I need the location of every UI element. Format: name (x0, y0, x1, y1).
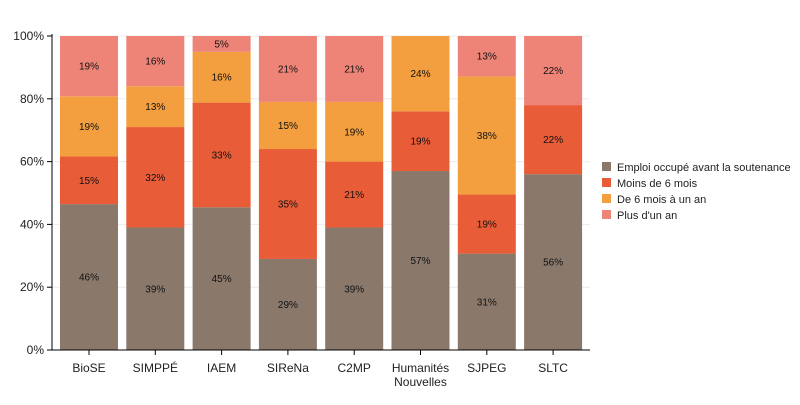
data-label: 46% (79, 273, 99, 284)
data-label: 16% (145, 57, 165, 68)
data-label: 38% (477, 131, 497, 142)
bar-segment (192, 36, 251, 52)
x-tick-label: IAEM (207, 361, 236, 375)
data-label: 19% (477, 220, 497, 231)
bar-segment (126, 36, 185, 87)
bar-segment (524, 36, 583, 106)
data-label: 13% (145, 102, 165, 113)
data-label: 5% (214, 39, 229, 50)
bar-segment (192, 207, 251, 350)
data-label: 32% (145, 173, 165, 184)
legend-swatch (602, 162, 611, 171)
bar-segment (258, 101, 317, 150)
legend-swatch (602, 194, 611, 203)
bar-segment (457, 253, 516, 350)
data-label: 21% (344, 64, 364, 75)
bar-segment (524, 174, 583, 350)
legend-label: Moins de 6 mois (617, 178, 698, 190)
data-label: 57% (410, 256, 430, 267)
x-tick-label: SLTC (538, 361, 568, 375)
data-label: 19% (79, 122, 99, 133)
bar-segment (126, 127, 185, 228)
bar-segment (457, 36, 516, 77)
bar-segment (325, 101, 384, 162)
y-tick-label: 0% (27, 343, 45, 357)
bar-segment (325, 36, 384, 102)
legend-label: Emploi occupé avant la soutenance (617, 162, 791, 174)
data-label: 22% (543, 66, 563, 77)
legend-label: Plus d'un an (617, 210, 677, 222)
bar-segment (192, 102, 251, 208)
bar-segment (258, 258, 317, 350)
data-label: 22% (543, 135, 563, 146)
bar-segment (258, 149, 317, 259)
bar-segment (60, 204, 118, 350)
bar-segment (258, 36, 317, 102)
data-label: 45% (212, 274, 232, 285)
bar-segment (325, 161, 384, 228)
x-tick-label: SIMPPÉ (133, 360, 178, 375)
data-label: 33% (212, 150, 232, 161)
x-tick-label: BioSE (72, 361, 105, 375)
data-label: 16% (212, 73, 232, 84)
y-tick-label: 100% (13, 29, 44, 43)
bar-segment (391, 36, 450, 112)
bar-segment (457, 76, 516, 195)
bar-segment (524, 105, 583, 175)
data-label: 19% (344, 127, 364, 138)
data-label: 31% (477, 297, 497, 308)
bar-segment (60, 156, 118, 205)
data-label: 21% (278, 64, 298, 75)
y-tick-label: 40% (20, 217, 44, 231)
bar-segment (60, 36, 118, 97)
data-label: 24% (410, 69, 430, 80)
x-tick-label: SJPEG (467, 361, 506, 375)
bar-segment (391, 171, 450, 350)
bar-segment (192, 51, 251, 103)
x-tick-label: Humanités Nouvelles (392, 361, 449, 389)
legend-label: De 6 mois à un an (617, 194, 706, 206)
data-label: 15% (79, 176, 99, 187)
bar-segment (457, 194, 516, 254)
data-label: 39% (344, 284, 364, 295)
data-label: 39% (145, 284, 165, 295)
data-label: 29% (278, 300, 298, 311)
data-label: 56% (543, 258, 563, 269)
y-tick-label: 80% (20, 92, 44, 106)
legend-swatch (602, 210, 611, 219)
bar-segment (60, 96, 118, 157)
bar-segment (126, 227, 185, 350)
data-label: 35% (278, 199, 298, 210)
data-label: 19% (410, 137, 430, 148)
legend-swatch (602, 178, 611, 187)
data-label: 21% (344, 190, 364, 201)
bar-segment (126, 86, 185, 128)
y-tick-label: 60% (20, 155, 44, 169)
bar-segment (391, 111, 450, 172)
y-tick-label: 20% (20, 280, 44, 294)
data-label: 19% (79, 62, 99, 73)
x-tick-label: SIReNa (267, 361, 309, 375)
data-label: 15% (278, 121, 298, 132)
x-tick-label: C2MP (338, 361, 371, 375)
bar-segment (325, 227, 384, 350)
data-label: 13% (477, 52, 497, 63)
